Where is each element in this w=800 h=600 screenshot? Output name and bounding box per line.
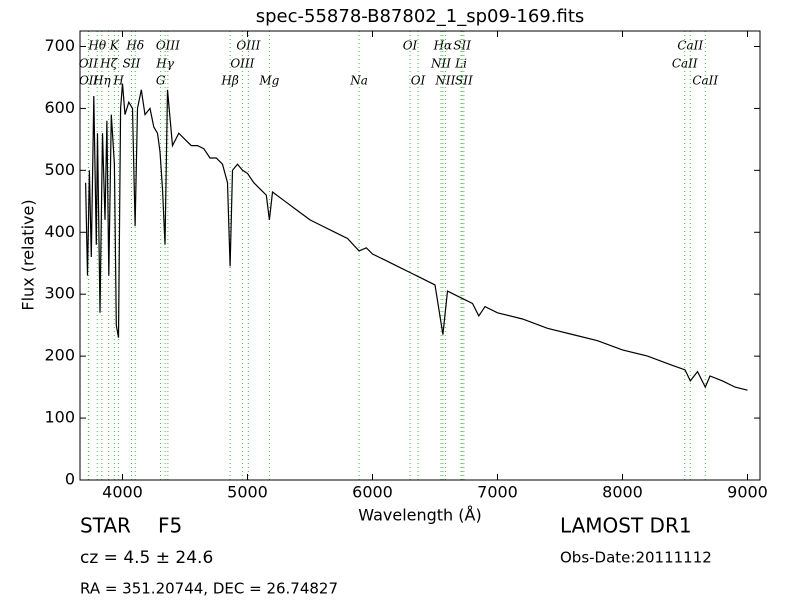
spectral-line-label: SII (453, 39, 471, 53)
y-tick-label: 500 (44, 160, 75, 179)
x-tick-label: 9000 (727, 483, 768, 502)
spectral-line-label: CaII (672, 57, 698, 71)
y-tick-label: 200 (44, 346, 75, 365)
spectral-line-label: NII (430, 57, 451, 71)
x-tick-label: 5000 (227, 483, 268, 502)
spectral-line-label: NII (434, 74, 455, 88)
spectral-line-label: SII (123, 57, 141, 71)
spectral-line-label: CaII (692, 74, 718, 88)
spectral-line-label: CaII (677, 39, 703, 53)
spectral-line-label: Li (454, 57, 467, 71)
x-tick-label: 8000 (602, 483, 643, 502)
object-class: STAR (80, 514, 131, 538)
spectral-line-label: OIII (230, 57, 254, 71)
coordinates: RA = 351.20744, DEC = 26.74827 (80, 580, 338, 598)
spectral-line-label: OII (79, 74, 99, 88)
y-tick-label: 100 (44, 408, 75, 427)
spectrum (85, 83, 748, 391)
obs-date: Obs-Date:20111112 (560, 549, 712, 567)
x-tick-label: 6000 (352, 483, 393, 502)
plot-frame (79, 30, 761, 481)
x-axis-label: Wavelength (Å) (358, 506, 481, 525)
spectral-line-label: OI (403, 39, 418, 53)
spectral-line-label: Hγ (155, 57, 174, 71)
spectral-line-label: Hβ (220, 74, 238, 88)
object-subclass: F5 (158, 514, 182, 538)
spectral-line-label: K (109, 39, 120, 53)
y-tick-label: 300 (44, 284, 75, 303)
spectral-line-label: Hα (433, 39, 453, 53)
x-tick-label: 4000 (102, 483, 143, 502)
y-tick-label: 700 (44, 36, 75, 55)
redshift: cz = 4.5 ± 24.6 (80, 548, 213, 568)
spectral-line-label: OIII (236, 39, 260, 53)
spectral-line-label: Na (349, 74, 368, 88)
spectral-line-label: Hδ (125, 39, 144, 53)
y-tick-label: 400 (44, 222, 75, 241)
y-tick-label: 600 (44, 98, 75, 117)
spectral-line-label: OIII (156, 39, 180, 53)
data-release: LAMOST DR1 (560, 514, 692, 538)
y-tick-label: 0 (65, 470, 75, 489)
spectral-line-label: Mg (258, 74, 279, 88)
spectral-line-label: Hη (92, 74, 111, 88)
spectral-line-label: H (112, 74, 124, 88)
spectral-line-label: SII (455, 74, 473, 88)
spectral-line-label: OI (411, 74, 426, 88)
spectral-line-label: Hζ (99, 57, 118, 71)
y-axis-label: Flux (relative) (19, 199, 38, 310)
x-tick-label: 7000 (477, 483, 518, 502)
chart-title: spec-55878-B87802_1_sp09-169.fits (256, 6, 585, 27)
spectral-line-label: Hθ (87, 39, 106, 53)
spectral-line-label: G (156, 74, 166, 88)
